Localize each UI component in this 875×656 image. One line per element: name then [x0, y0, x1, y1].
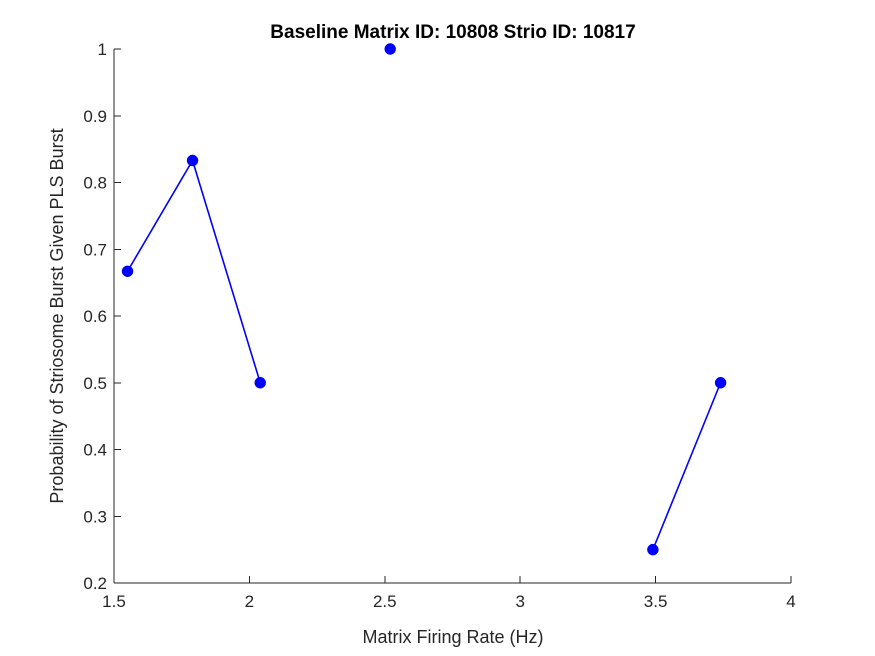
y-tick-label: 0.4: [83, 441, 107, 460]
x-tick-label: 1.5: [102, 592, 126, 611]
data-point: [121, 265, 134, 277]
y-tick-label: 1: [98, 40, 107, 59]
data-point: [384, 43, 396, 55]
y-tick-label: 0.2: [83, 574, 107, 593]
x-tick-label: 2: [245, 592, 254, 611]
data-point: [186, 154, 199, 167]
x-tick-label: 2.5: [373, 592, 397, 611]
y-tick-label: 0.9: [83, 107, 107, 126]
x-tick-label: 3: [515, 592, 524, 611]
y-axis-label: Probability of Striosome Burst Given PLS…: [47, 128, 67, 503]
series-line-segment: [652, 382, 722, 550]
data-point: [647, 543, 659, 556]
plot-area: 1.5 2 2.5 3 3.5 4 0.2 0.3 0.4 0.5 0.6 0.7 0.8 0.9 1: [83, 40, 795, 611]
data-point: [254, 377, 266, 389]
y-tick-label: 0.8: [83, 174, 107, 193]
y-tick-label: 0.7: [83, 240, 107, 259]
y-tick-label: 0.5: [83, 374, 107, 393]
x-axis-label: Matrix Firing Rate (Hz): [362, 627, 543, 647]
chart-title: Baseline Matrix ID: 10808 Strio ID: 1081…: [270, 22, 635, 43]
x-tick-label: 3.5: [644, 592, 668, 611]
y-tick-label: 0.6: [83, 307, 107, 326]
y-tick-label: 0.3: [83, 507, 107, 526]
data-point: [714, 377, 727, 389]
x-tick-label: 4: [786, 592, 795, 611]
